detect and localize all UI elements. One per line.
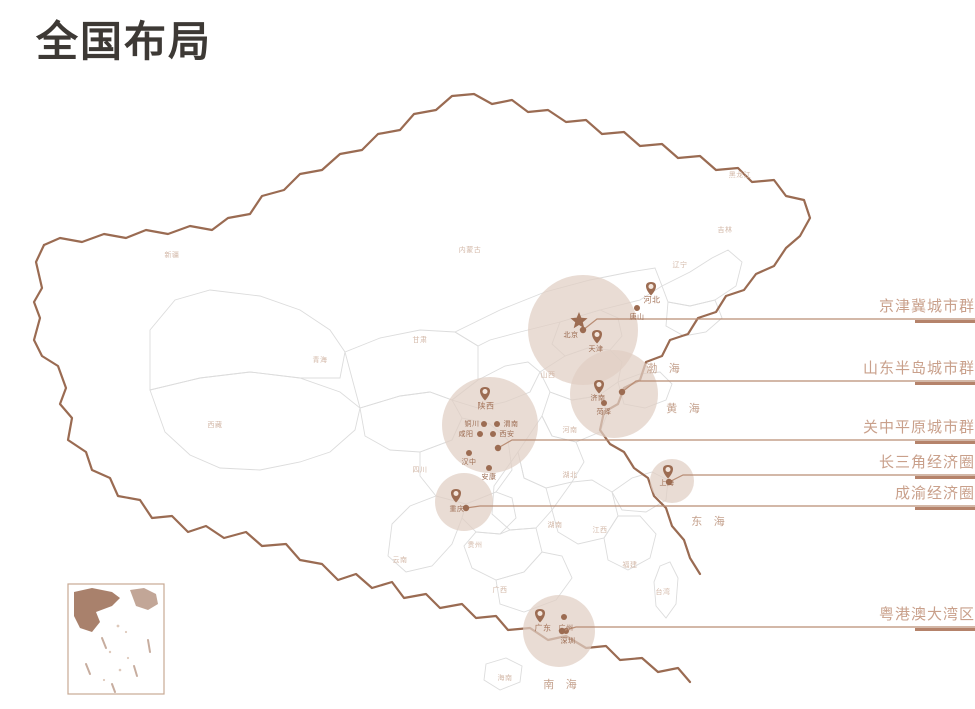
city-dot-汉中[interactable]: [466, 450, 472, 456]
map-label-青海: 青海: [312, 356, 328, 364]
map-label-台湾: 台湾: [655, 588, 671, 596]
map-label-上海: 上海: [659, 479, 675, 487]
map-pin-广东[interactable]: [534, 609, 546, 623]
callout-accent-5: [915, 628, 975, 631]
callout-accent-2: [915, 441, 975, 444]
map-label-四川: 四川: [412, 466, 428, 474]
map-pin-济南[interactable]: [593, 380, 605, 394]
city-dot-菏泽[interactable]: [601, 400, 607, 406]
city-dot-安康[interactable]: [486, 465, 492, 471]
map-label-湖南: 湖南: [547, 521, 563, 529]
map-label-广西: 广西: [492, 586, 508, 594]
city-dot-渭南[interactable]: [494, 421, 500, 427]
map-pin-天津[interactable]: [591, 330, 603, 344]
map-label-山西: 山西: [540, 371, 556, 379]
map-label-咸阳: 咸阳: [458, 430, 474, 438]
map-label-北京: 北京: [563, 331, 579, 339]
map-label-江西: 江西: [592, 526, 608, 534]
city-dot-咸阳[interactable]: [477, 431, 483, 437]
cluster-circle-1[interactable]: [570, 350, 658, 438]
city-dot-铜川[interactable]: [481, 421, 487, 427]
callout-1[interactable]: 山东半岛城市群: [600, 359, 975, 385]
cluster-circle-2[interactable]: [442, 377, 538, 473]
sea-label-东海: 东 海: [691, 515, 729, 528]
map-label-吉林: 吉林: [717, 226, 733, 234]
map-pin-重庆[interactable]: [450, 489, 462, 503]
callout-accent-1: [915, 382, 975, 385]
callout-3[interactable]: 长三角经济圈: [600, 453, 975, 479]
map-label-西安: 西安: [499, 430, 515, 438]
map-label-重庆: 重庆: [449, 505, 465, 513]
map-label-云南: 云南: [392, 556, 408, 564]
map-pin-河北[interactable]: [645, 282, 657, 296]
city-dot-西安[interactable]: [490, 431, 496, 437]
map-label-西藏: 西藏: [207, 421, 223, 429]
callout-label-0: 京津冀城市群: [878, 297, 975, 315]
map-label-安康: 安康: [481, 473, 497, 481]
map-label-广东: 广东: [534, 623, 552, 633]
callout-label-4: 成渝经济圈: [894, 484, 975, 502]
map-pin-陕西[interactable]: [479, 387, 491, 401]
map-label-天津: 天津: [588, 345, 604, 353]
callout-label-3: 长三角经济圈: [878, 453, 975, 471]
callout-accent-3: [915, 476, 975, 479]
map-label-济南: 济南: [590, 394, 606, 402]
map-label-广州: 广州: [558, 624, 574, 632]
callout-accent-4: [915, 507, 975, 510]
south-china-sea-inset: [67, 583, 165, 695]
map-label-深圳: 深圳: [560, 637, 576, 645]
map-label-菏泽: 菏泽: [596, 408, 612, 416]
map-label-河北: 河北: [643, 295, 661, 305]
city-dot-唐山[interactable]: [634, 305, 640, 311]
map-label-渭南: 渭南: [503, 420, 519, 428]
city-dot-广州[interactable]: [561, 614, 567, 620]
callout-0[interactable]: 京津冀城市群: [600, 297, 975, 323]
callout-5[interactable]: 粤港澳大湾区: [600, 605, 975, 631]
callout-label-2: 关中平原城市群: [862, 418, 975, 436]
page-title: 全国布局: [36, 17, 213, 66]
map-label-铜川: 铜川: [464, 420, 480, 428]
callout-label-1: 山东半岛城市群: [862, 359, 975, 377]
cluster-circle-4[interactable]: [435, 473, 493, 531]
map-label-辽宁: 辽宁: [672, 261, 688, 269]
map-label-陕西: 陕西: [477, 401, 495, 411]
sea-label-南海: 南 海: [543, 678, 581, 691]
map-label-汉中: 汉中: [461, 458, 477, 466]
map-label-新疆: 新疆: [164, 251, 180, 259]
callout-4[interactable]: 成渝经济圈: [600, 484, 975, 510]
sea-label-渤海: 渤 海: [646, 362, 684, 375]
map-label-黑龙江: 黑龙江: [728, 171, 752, 179]
sea-label-黄海: 黄 海: [666, 402, 704, 415]
callout-label-5: 粤港澳大湾区: [878, 605, 975, 623]
callout-2[interactable]: 关中平原城市群: [600, 418, 975, 444]
map-label-内蒙古: 内蒙古: [458, 246, 482, 254]
map-label-海南: 海南: [497, 674, 513, 682]
map-label-福建: 福建: [622, 561, 638, 569]
map-label-贵州: 贵州: [467, 541, 483, 549]
map-label-湖北: 湖北: [562, 471, 578, 479]
map-label-甘肃: 甘肃: [412, 336, 428, 344]
callout-accent-0: [915, 320, 975, 323]
map-label-河南: 河南: [562, 426, 578, 434]
map-label-唐山: 唐山: [629, 313, 645, 321]
